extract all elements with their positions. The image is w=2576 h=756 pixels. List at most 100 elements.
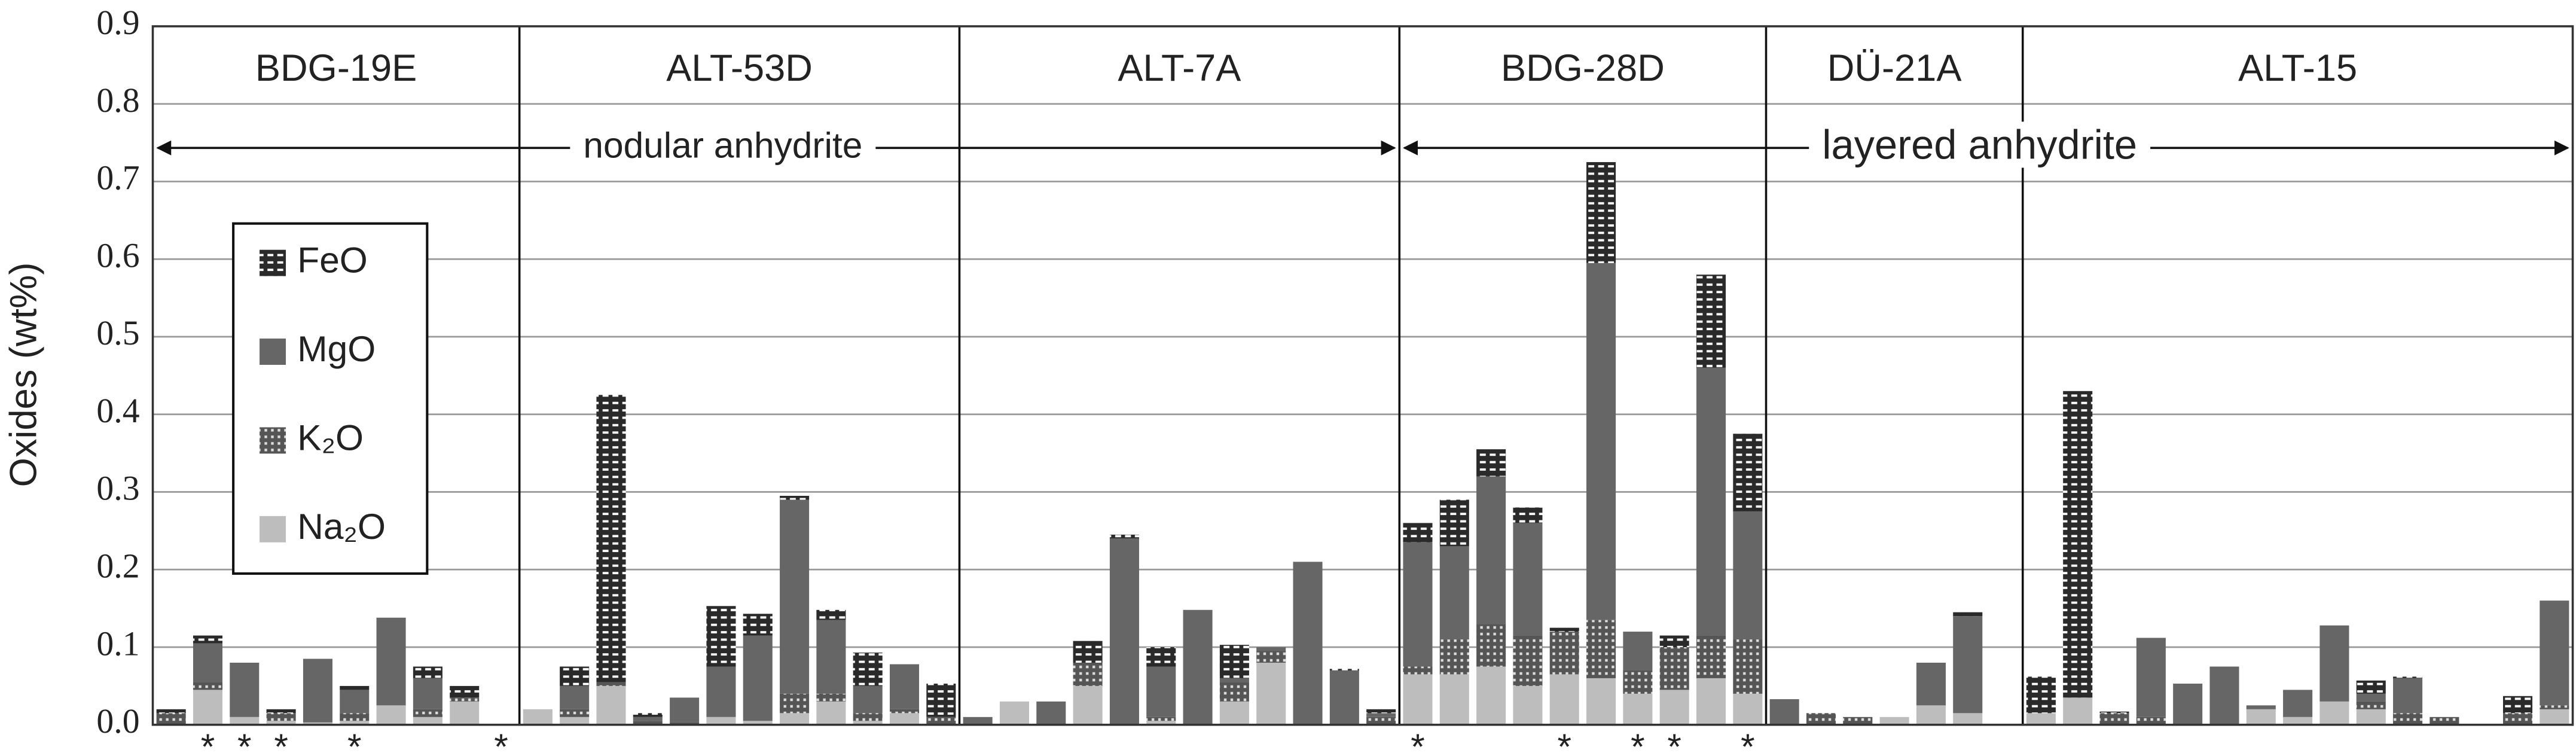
x-tick-label: *	[1631, 726, 1645, 756]
bar-segment	[963, 717, 993, 725]
bar-segment	[1733, 434, 1763, 511]
bar-segment	[1659, 647, 1689, 690]
bar-segment	[1696, 275, 1726, 368]
bar-segment	[1366, 713, 1396, 717]
bar-segment	[2503, 696, 2533, 714]
bar-segment	[853, 721, 883, 725]
bar-segment	[560, 666, 590, 686]
bar-segment	[1439, 639, 1469, 675]
bar-segment	[890, 709, 920, 714]
bar-segment	[230, 662, 260, 717]
bar-segment	[560, 717, 590, 725]
bar-segment	[193, 690, 223, 725]
bar-segment	[1953, 713, 1983, 725]
legend-swatch	[260, 339, 286, 365]
bar-segment	[266, 713, 296, 721]
y-tick-label: 0.8	[96, 82, 139, 120]
bar-segment	[926, 684, 956, 717]
bar-segment	[1219, 701, 1249, 725]
bar-segment	[413, 717, 442, 725]
group-label: DÜ-21A	[1827, 47, 1962, 89]
bar-segment	[1219, 678, 1249, 682]
bar-segment	[2099, 711, 2129, 714]
y-tick-label: 0.0	[96, 703, 139, 740]
x-tick-label: *	[1411, 726, 1425, 756]
bar-segment	[1403, 542, 1433, 667]
x-tick-label: *	[347, 726, 362, 756]
bar-segment	[1586, 620, 1616, 678]
bar-segment	[303, 659, 332, 723]
group-label: ALT-53D	[666, 47, 813, 89]
bar-segment	[743, 614, 773, 636]
bar-segment	[1916, 662, 1946, 706]
bar-segment	[633, 721, 663, 725]
bar-segment	[1696, 635, 1726, 678]
x-tick-label: *	[494, 726, 508, 756]
legend-swatch	[260, 249, 286, 276]
y-tick-label: 0.9	[96, 4, 139, 42]
bar-segment	[1293, 562, 1323, 725]
bar-segment	[2393, 713, 2423, 725]
bar-segment	[596, 682, 626, 686]
annotation-text: nodular anhydrite	[583, 124, 862, 165]
bar-segment	[1733, 639, 1763, 694]
bar-segment	[1366, 717, 1396, 725]
bar-segment	[413, 666, 442, 678]
bar-segment	[1659, 635, 1689, 648]
bar-segment	[780, 693, 810, 714]
bar-segment	[1366, 709, 1396, 714]
bar-segment	[1109, 538, 1139, 725]
bar-segment	[2136, 638, 2166, 717]
bar-segment	[633, 713, 663, 717]
bar-segment	[413, 678, 442, 709]
bar-segment	[2540, 709, 2569, 725]
bar-segment	[670, 697, 700, 723]
bar-segment	[193, 635, 223, 644]
bar-segment	[2063, 697, 2093, 725]
bar-segment	[2283, 690, 2313, 717]
bar-segment	[2319, 701, 2349, 725]
group-label: BDG-28D	[1501, 47, 1665, 89]
plot-border	[151, 25, 2574, 726]
x-tick-label: *	[274, 726, 288, 756]
bar-segment	[1586, 678, 1616, 725]
bar-segment	[1219, 645, 1249, 678]
bar-segment	[816, 693, 846, 702]
bar-segment	[1476, 476, 1506, 624]
y-tick-label: 0.4	[96, 392, 139, 430]
bar-segment	[1073, 662, 1103, 686]
bar-segment	[1806, 713, 1836, 725]
bar-segment	[2173, 684, 2203, 725]
bar-segment	[340, 721, 370, 725]
bar-segment	[1219, 682, 1249, 702]
bar-segment	[1403, 523, 1433, 542]
bar-segment	[1073, 685, 1103, 725]
bar-segment	[450, 701, 480, 725]
legend-box	[232, 222, 429, 575]
bar-segment	[1549, 632, 1579, 675]
bar-segment	[340, 685, 370, 690]
bar-segment	[266, 709, 296, 714]
bar-segment	[1843, 717, 1873, 725]
bar-segment	[303, 722, 332, 725]
bar-segment	[780, 713, 810, 725]
bar-segment	[1733, 511, 1763, 640]
bar-segment	[890, 713, 920, 725]
bar-segment	[2356, 680, 2386, 694]
bar-segment	[2026, 676, 2056, 714]
bar-segment	[560, 709, 590, 717]
bar-segment	[1439, 499, 1469, 547]
bar-segment	[2393, 678, 2423, 714]
bar-segment	[743, 635, 773, 721]
legend-swatch	[260, 427, 286, 454]
bar-segment	[780, 496, 810, 500]
bar-segment	[1513, 523, 1543, 636]
bar-segment	[1146, 721, 1176, 725]
bar-segment	[1953, 612, 1983, 617]
bar-segment	[376, 705, 406, 725]
bar-segment	[1146, 717, 1176, 721]
bar-segment	[413, 709, 442, 717]
bar-segment	[156, 713, 186, 725]
bar-segment	[1036, 701, 1066, 725]
bar-segment	[596, 685, 626, 725]
